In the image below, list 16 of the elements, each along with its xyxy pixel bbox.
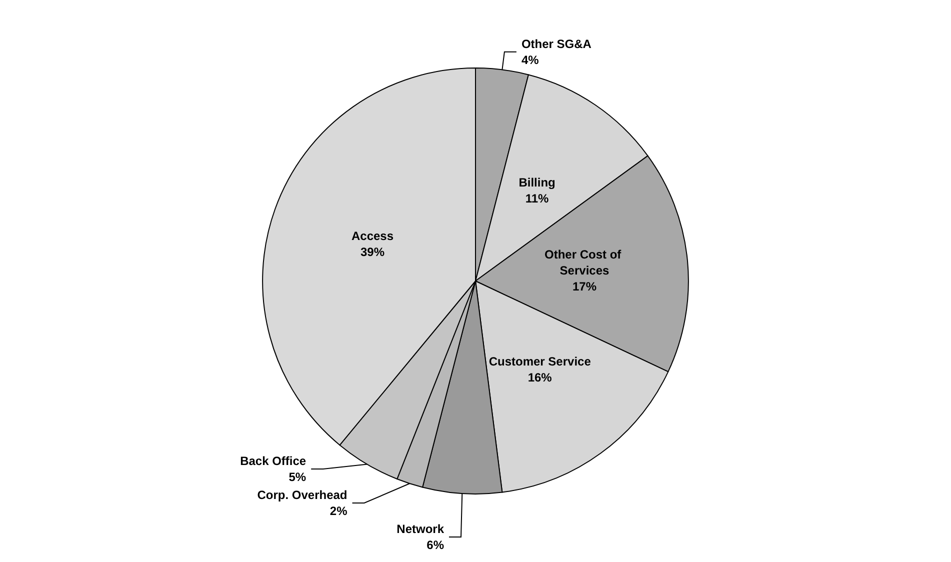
slice-label: Access [351, 228, 394, 243]
slice-label: Corp. Overhead [257, 488, 348, 502]
slice-label: Back Office [240, 454, 306, 468]
data-label: 2% [330, 504, 348, 518]
slice-label: Billing [518, 175, 556, 190]
data-label: 11% [525, 191, 550, 206]
slice-label: Other Cost of Services [544, 248, 624, 278]
data-label: 6% [426, 538, 444, 552]
slice-label: Customer Service [488, 354, 592, 369]
data-label: 17% [572, 280, 597, 294]
data-label: 4% [521, 52, 540, 67]
slice-label: Network [396, 522, 444, 536]
slice-label: Other SG&A [521, 36, 592, 51]
data-label: 16% [528, 370, 552, 385]
data-label: 39% [360, 244, 385, 259]
data-label: 5% [288, 470, 306, 484]
